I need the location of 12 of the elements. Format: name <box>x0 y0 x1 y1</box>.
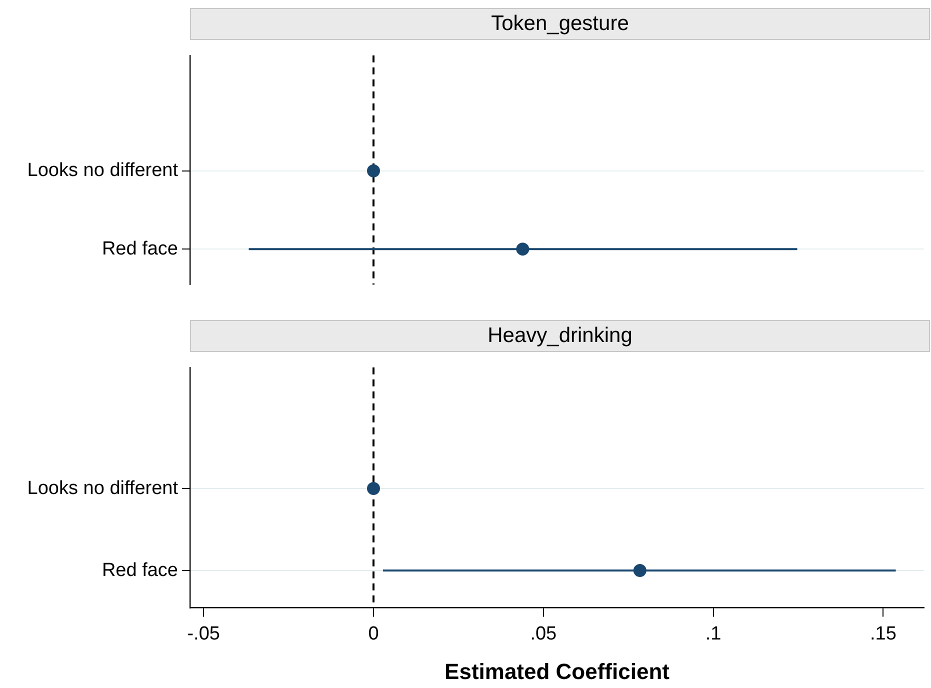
x-axis-title: Estimated Coefficient <box>444 658 670 684</box>
chart-title: Token_gesture <box>190 8 930 40</box>
y-tick-label: Looks no different <box>27 478 179 499</box>
x-tick-label: 0 <box>368 623 379 644</box>
x-tick-label: -.05 <box>187 623 220 644</box>
chart-title: Heavy_drinking <box>190 320 930 352</box>
y-tick-label: Looks no different <box>27 160 179 182</box>
y-tick-label: Red face <box>102 560 178 581</box>
x-tick-label: .05 <box>530 623 557 644</box>
x-tick-label: .1 <box>705 623 722 644</box>
x-tick-label: .15 <box>870 623 896 644</box>
y-tick-label: Red face <box>102 238 178 260</box>
